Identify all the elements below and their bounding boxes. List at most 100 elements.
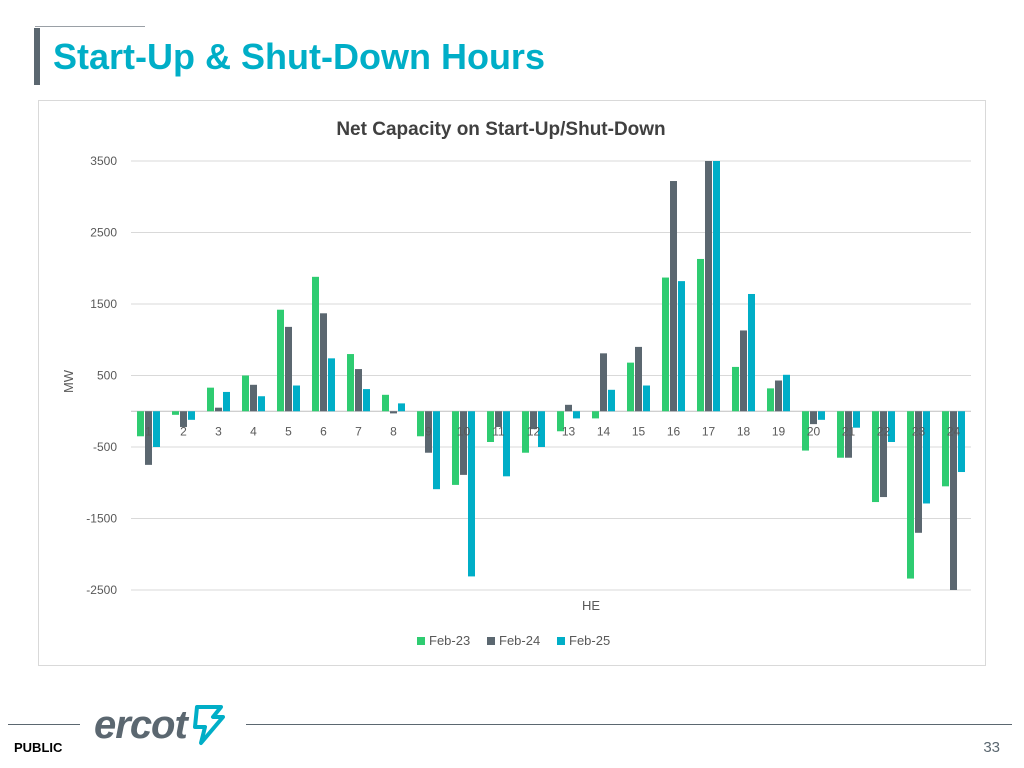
bar-feb-23-he-2 — [172, 411, 179, 415]
bar-feb-25-he-8 — [398, 403, 405, 412]
bar-feb-25-he-1 — [153, 411, 160, 447]
bar-feb-25-he-16 — [678, 281, 685, 412]
bar-feb-23-he-3 — [207, 387, 214, 412]
x-tick-label: 18 — [737, 424, 751, 438]
footer-rule-right — [246, 724, 1012, 725]
bar-feb-24-he-14 — [600, 353, 607, 412]
x-tick-label: 15 — [632, 424, 646, 438]
bar-feb-25-he-5 — [293, 385, 300, 412]
x-tick-label: 1 — [145, 424, 152, 438]
x-tick-label: 14 — [597, 424, 611, 438]
bar-feb-24-he-17 — [705, 161, 712, 412]
bar-feb-24-he-4 — [250, 384, 257, 412]
bar-feb-25-he-22 — [888, 411, 895, 442]
bar-feb-24-he-21 — [845, 411, 852, 458]
legend-swatch-feb-24 — [487, 637, 495, 645]
bar-feb-23-he-23 — [907, 411, 914, 579]
y-tick-label: 2500 — [90, 226, 117, 240]
bar-feb-24-he-22 — [880, 411, 887, 498]
x-tick-label: 3 — [215, 424, 222, 438]
bar-feb-23-he-21 — [837, 411, 844, 458]
net-capacity-chart: Net Capacity on Start-Up/Shut-Down350025… — [61, 119, 971, 648]
x-tick-label: 11 — [492, 424, 505, 438]
bar-feb-23-he-16 — [662, 277, 669, 412]
bar-feb-24-he-8 — [390, 411, 397, 414]
bar-feb-24-he-23 — [915, 411, 922, 533]
public-label: PUBLIC — [14, 740, 63, 755]
chart-frame: Net Capacity on Start-Up/Shut-Down 3500 25… — [38, 100, 986, 666]
bar-feb-25-he-14 — [608, 389, 615, 412]
bar-feb-25-he-3 — [223, 391, 230, 412]
x-tick-label: 5 — [285, 424, 292, 438]
bar-feb-25-he-4 — [258, 396, 265, 412]
bar-feb-23-he-9 — [417, 411, 424, 437]
x-tick-label: 23 — [912, 424, 926, 438]
x-tick-label: 2 — [180, 424, 187, 438]
bar-feb-23-he-22 — [872, 411, 879, 503]
bar-feb-23-he-20 — [802, 411, 809, 451]
x-axis-title: HE — [582, 598, 600, 613]
x-tick-label: 4 — [250, 424, 257, 438]
bar-feb-25-he-20 — [818, 411, 825, 420]
bar-feb-24-he-13 — [565, 404, 572, 412]
bar-feb-24-he-18 — [740, 330, 747, 412]
bar-feb-25-he-18 — [748, 293, 755, 412]
bar-feb-23-he-11 — [487, 411, 494, 442]
bar-feb-25-he-24 — [958, 411, 965, 473]
chart-title: Net Capacity on Start-Up/Shut-Down — [336, 119, 665, 140]
bar-feb-25-he-11 — [503, 411, 510, 477]
x-tick-label: 19 — [772, 424, 786, 438]
bar-feb-25-he-17 — [713, 161, 720, 412]
bar-feb-24-he-11 — [495, 411, 502, 427]
bar-feb-25-he-12 — [538, 411, 545, 447]
legend-label-feb-24: Feb-24 — [499, 633, 540, 648]
x-tick-label: 17 — [702, 424, 716, 438]
bar-feb-24-he-20 — [810, 411, 817, 425]
bar-feb-23-he-5 — [277, 309, 284, 412]
page-number: 33 — [983, 739, 1000, 756]
x-tick-label: 22 — [877, 424, 891, 438]
title-accent-bar — [34, 28, 40, 85]
y-tick-label: -1500 — [86, 512, 117, 526]
x-tick-label: 9 — [425, 424, 432, 438]
x-tick-label: 16 — [667, 424, 681, 438]
bar-feb-25-he-10 — [468, 411, 475, 577]
bar-feb-24-he-6 — [320, 313, 327, 412]
bar-feb-23-he-13 — [557, 411, 564, 432]
ercot-logo: ercot — [94, 700, 225, 750]
bar-feb-25-he-19 — [783, 374, 790, 412]
slide-title: Start-Up & Shut-Down Hours — [53, 36, 545, 77]
x-tick-label: 7 — [355, 424, 362, 438]
bar-feb-24-he-2 — [180, 411, 187, 427]
y-tick-label: -500 — [93, 440, 117, 454]
bar-feb-23-he-18 — [732, 366, 739, 412]
bar-feb-24-he-3 — [215, 407, 222, 412]
bar-feb-25-he-21 — [853, 411, 860, 428]
bar-feb-25-he-6 — [328, 358, 335, 412]
x-tick-label: 8 — [390, 424, 397, 438]
bar-feb-24-he-10 — [460, 411, 467, 475]
y-axis-title: MW — [61, 369, 76, 393]
bar-feb-24-he-9 — [425, 411, 432, 453]
bar-feb-24-he-1 — [145, 411, 152, 465]
ercot-star-icon — [192, 705, 225, 745]
bar-feb-25-he-23 — [923, 411, 930, 504]
bar-feb-23-he-12 — [522, 411, 529, 453]
x-tick-label: 21 — [842, 424, 856, 438]
bar-feb-23-he-17 — [697, 258, 704, 412]
bar-feb-23-he-24 — [942, 411, 949, 487]
legend-label-feb-25: Feb-25 — [569, 633, 610, 648]
x-tick-label: 20 — [807, 424, 821, 438]
bar-feb-23-he-10 — [452, 411, 459, 485]
bar-feb-23-he-4 — [242, 375, 249, 412]
bar-feb-25-he-7 — [363, 389, 370, 412]
footer-rule-left — [8, 724, 80, 725]
bar-feb-24-he-15 — [635, 346, 642, 412]
bar-feb-23-he-15 — [627, 362, 634, 412]
bar-feb-24-he-19 — [775, 380, 782, 412]
y-tick-label: -2500 — [86, 583, 117, 597]
bar-feb-23-he-7 — [347, 354, 354, 412]
bar-feb-23-he-1 — [137, 411, 144, 437]
bar-feb-23-he-14 — [592, 411, 599, 419]
bar-feb-24-he-16 — [670, 181, 677, 412]
